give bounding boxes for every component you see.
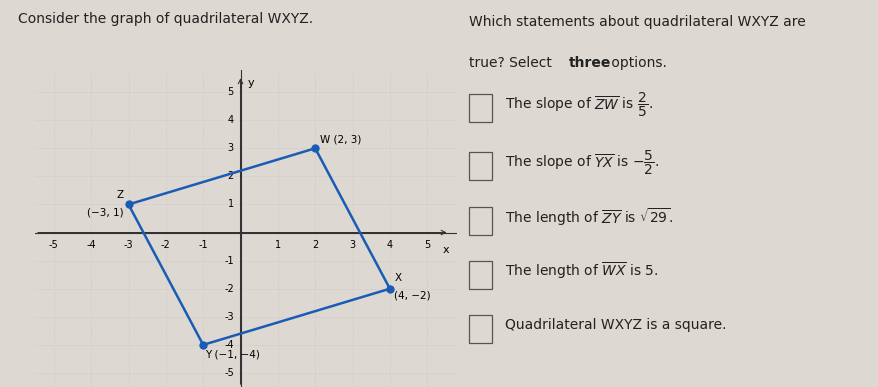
Text: -4: -4 [224, 340, 234, 350]
Text: W (2, 3): W (2, 3) [320, 135, 361, 145]
Text: -1: -1 [224, 256, 234, 265]
Text: 4: 4 [386, 240, 392, 250]
Text: 1: 1 [275, 240, 281, 250]
Text: The slope of $\overline{ZW}$ is $\dfrac{2}{5}$.: The slope of $\overline{ZW}$ is $\dfrac{… [504, 90, 651, 119]
Text: -3: -3 [124, 240, 133, 250]
Bar [469, 207, 492, 235]
Text: 3: 3 [349, 240, 356, 250]
Text: -3: -3 [224, 312, 234, 322]
Text: true? Select: true? Select [469, 56, 556, 70]
Bar [469, 152, 492, 180]
Text: X: X [394, 272, 401, 283]
Text: 5: 5 [227, 87, 234, 97]
Text: -2: -2 [224, 284, 234, 294]
Text: -2: -2 [161, 240, 170, 250]
Text: Y (−1, −4): Y (−1, −4) [205, 349, 260, 359]
Bar [469, 94, 492, 122]
Text: 4: 4 [227, 115, 234, 125]
Text: -5: -5 [49, 240, 59, 250]
Text: -5: -5 [224, 368, 234, 378]
Text: y: y [248, 78, 255, 88]
Text: (4, −2): (4, −2) [394, 291, 430, 301]
Text: Consider the graph of quadrilateral WXYZ.: Consider the graph of quadrilateral WXYZ… [18, 12, 313, 26]
Text: -1: -1 [198, 240, 208, 250]
Text: The length of $\overline{WX}$ is 5.: The length of $\overline{WX}$ is 5. [504, 261, 658, 281]
Text: 5: 5 [423, 240, 430, 250]
Text: 1: 1 [227, 199, 234, 209]
Bar [469, 315, 492, 343]
Text: 2: 2 [227, 171, 234, 182]
Text: (−3, 1): (−3, 1) [87, 207, 124, 217]
Text: The length of $\overline{ZY}$ is $\sqrt{29}$.: The length of $\overline{ZY}$ is $\sqrt{… [504, 206, 672, 228]
Text: -4: -4 [86, 240, 96, 250]
Bar [469, 261, 492, 289]
Text: 2: 2 [312, 240, 318, 250]
Text: three: three [568, 56, 610, 70]
Text: options.: options. [607, 56, 666, 70]
Text: Z: Z [117, 190, 124, 200]
Text: x: x [442, 245, 449, 255]
Text: The slope of $\overline{YX}$ is $-\dfrac{5}{2}$.: The slope of $\overline{YX}$ is $-\dfrac… [504, 148, 658, 177]
Text: Quadrilateral WXYZ is a square.: Quadrilateral WXYZ is a square. [504, 318, 725, 332]
Text: Which statements about quadrilateral WXYZ are: Which statements about quadrilateral WXY… [469, 15, 805, 29]
Text: 3: 3 [227, 143, 234, 153]
